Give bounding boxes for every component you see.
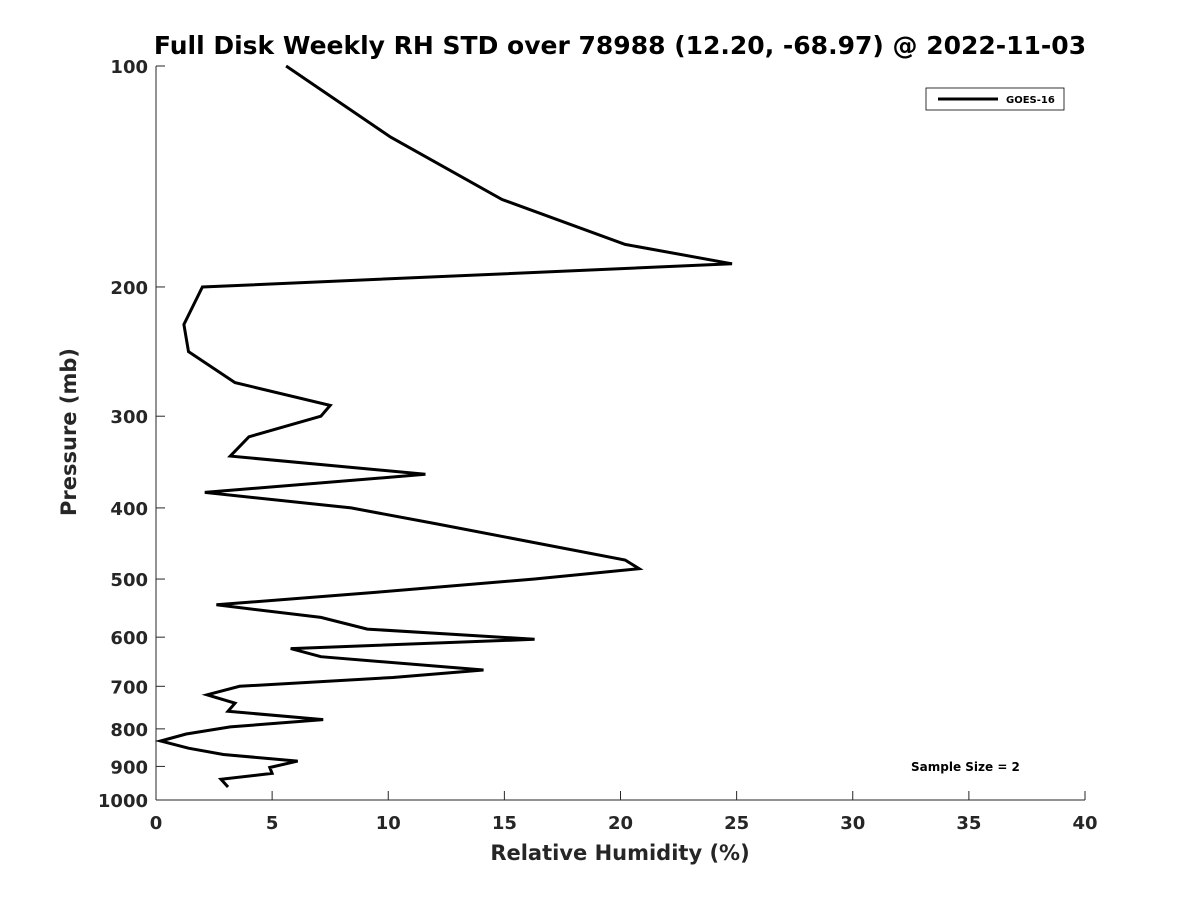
- y-tick-label: 1000: [98, 791, 148, 812]
- y-tick-label: 200: [110, 278, 148, 299]
- y-tick-label: 800: [110, 720, 148, 741]
- x-tick-label: 30: [840, 813, 865, 834]
- y-tick-label: 600: [110, 628, 148, 649]
- sample-size-annotation: Sample Size = 2: [911, 760, 1020, 774]
- legend-label-goes-16: GOES-16: [1006, 95, 1055, 106]
- x-tick-label: 40: [1072, 813, 1097, 834]
- y-tick-label: 700: [110, 677, 148, 698]
- y-tick-label: 900: [110, 757, 148, 778]
- x-tick-label: 25: [724, 813, 749, 834]
- x-tick-label: 20: [608, 813, 633, 834]
- x-tick-label: 15: [492, 813, 517, 834]
- y-tick-label: 500: [110, 570, 148, 591]
- series-line-goes-16: [154, 64, 733, 789]
- x-tick-label: 35: [956, 813, 981, 834]
- x-tick-label: 10: [376, 813, 401, 834]
- chart-title: Full Disk Weekly RH STD over 78988 (12.2…: [154, 31, 1086, 60]
- series-layer: [154, 64, 733, 789]
- x-tick-label: 0: [150, 813, 163, 834]
- x-tick-label: 5: [266, 813, 279, 834]
- legend: GOES-16: [925, 87, 1065, 111]
- y-axis-label: Pressure (mb): [57, 348, 81, 516]
- y-tick-label: 400: [110, 499, 148, 520]
- x-axis-label: Relative Humidity (%): [490, 841, 749, 865]
- x-axis: 0 5 10 15 20 25 30 35 40: [150, 791, 1098, 834]
- y-axis: 100 200 300 400 500 600 700 800 900 1000: [98, 57, 165, 812]
- y-tick-label: 300: [110, 407, 148, 428]
- plot-area: [155, 66, 1085, 801]
- y-tick-label: 100: [110, 57, 148, 78]
